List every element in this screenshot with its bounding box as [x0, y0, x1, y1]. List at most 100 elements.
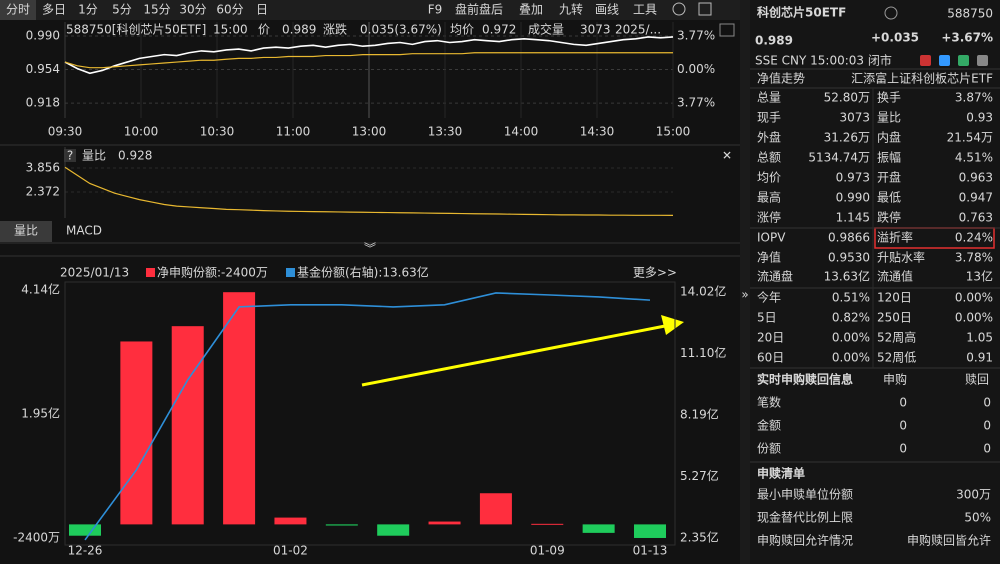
field-label: 升贴水率	[877, 250, 925, 265]
wp-icon[interactable]	[719, 23, 735, 37]
field-label: 振幅	[877, 150, 901, 165]
x-tick-label: 10:00	[124, 125, 159, 139]
legend-label: 基金份额(右轴):13.63亿	[297, 265, 429, 280]
field-label: 笔数	[757, 395, 781, 410]
nav-link[interactable]: 净值走势	[757, 71, 805, 86]
bar	[428, 521, 461, 525]
info-avg-label: 均价	[450, 23, 474, 37]
quick-icon[interactable]	[977, 55, 988, 66]
tab-active-bg	[0, 221, 52, 242]
indicator-tab[interactable]: 量比	[14, 224, 38, 238]
field-value: 0	[983, 442, 991, 456]
info-change: 0.035(3.67%)	[360, 23, 442, 37]
field-value: 0.82%	[832, 311, 870, 325]
change: +0.035	[871, 31, 919, 45]
field-value: 0.9866	[828, 231, 870, 245]
x-tick-label: 14:00	[504, 125, 539, 139]
field-value: 0.00%	[832, 331, 870, 345]
legend-label: 净申购份额:-2400万	[157, 265, 268, 280]
bar	[274, 517, 307, 525]
field-value: 13亿	[966, 269, 993, 284]
bar	[479, 493, 512, 525]
field-label: 52周高	[877, 330, 916, 345]
field-label: 申购赎回允许情况	[757, 533, 853, 548]
y2-tick-label: 3.77%	[677, 28, 715, 42]
tab-active-bg	[0, 0, 36, 20]
tab[interactable]: 多日	[42, 3, 66, 17]
help-icon[interactable]: ?	[67, 149, 73, 163]
window-icon[interactable]	[698, 2, 712, 16]
info-price-label: 价	[258, 23, 270, 37]
splitter-arrow[interactable]: »	[741, 288, 748, 302]
collapse-chevron[interactable]: ︾	[364, 242, 376, 256]
field-label: 52周低	[877, 351, 916, 365]
field-value: 0.51%	[832, 291, 870, 305]
y-tick-label: 0.990	[26, 28, 60, 42]
info-icon[interactable]	[884, 6, 898, 20]
settings-icon[interactable]	[672, 2, 686, 16]
field-label: 换手	[877, 91, 901, 105]
fund-share-line	[84, 292, 651, 541]
field-label: 20日	[757, 331, 784, 345]
x-tick-label: 10:30	[200, 125, 235, 139]
info-price: 0.989	[282, 23, 316, 37]
quick-icon[interactable]	[939, 55, 950, 66]
bar	[531, 523, 564, 525]
field-label: 250日	[877, 311, 912, 325]
bar	[171, 326, 204, 525]
field-label: 均价	[757, 171, 781, 185]
x-tick-label: 01-02	[273, 544, 308, 558]
tool-button[interactable]: 工具	[633, 3, 657, 17]
tool-button[interactable]: 盘前盘后	[455, 2, 503, 17]
field-value: 0.990	[836, 191, 870, 205]
field-value: 3.78%	[955, 251, 993, 265]
tool-button[interactable]: 画线	[595, 3, 619, 17]
field-value: 1.05	[966, 331, 993, 345]
toolbar-bg	[0, 0, 740, 20]
field-value: 0	[983, 396, 991, 410]
tool-button[interactable]: F9	[428, 3, 443, 17]
indicator-name: 量比	[82, 149, 106, 163]
tool-button[interactable]: 叠加	[519, 3, 543, 17]
field-value: 0.24%	[955, 231, 993, 245]
quick-icon[interactable]	[958, 55, 969, 66]
x-tick-label: 11:00	[276, 125, 311, 139]
field-label: 5日	[757, 311, 777, 325]
field-value: 5134.74万	[808, 151, 870, 165]
close-button[interactable]: ✕	[722, 149, 732, 163]
tab[interactable]: 60分	[216, 3, 243, 17]
field-value: 0.00%	[955, 291, 993, 305]
tab[interactable]: 1分	[78, 3, 98, 17]
y-tick-label: 4.14亿	[21, 281, 60, 296]
splitter[interactable]	[740, 0, 750, 564]
field-value: 0.00%	[955, 311, 993, 325]
field-value: 50%	[964, 511, 991, 525]
tab[interactable]: 分时	[6, 3, 30, 17]
field-label: 现金替代比例上限	[757, 510, 853, 525]
quick-icon[interactable]	[920, 55, 931, 66]
bar	[325, 524, 358, 526]
bar	[69, 524, 101, 536]
legend-swatch	[146, 268, 155, 277]
column-header: 申购	[883, 372, 907, 387]
section-title: 实时申购赎回信息	[757, 372, 853, 387]
indicator-value: 0.928	[118, 149, 152, 163]
field-value: 31.26万	[824, 131, 870, 145]
bar	[377, 524, 410, 536]
market-status: SSE CNY 15:00:03 闭市	[755, 53, 892, 68]
tab[interactable]: 日	[256, 3, 268, 17]
tool-button[interactable]: 九转	[559, 2, 583, 17]
more-link[interactable]: 更多>>	[633, 266, 677, 280]
y2-tick-label: 14.02亿	[680, 283, 726, 298]
security-code: 588750	[947, 7, 993, 21]
field-label: 净值	[757, 250, 781, 265]
field-label: 开盘	[877, 170, 901, 185]
tab[interactable]: 15分	[143, 3, 170, 17]
tab[interactable]: 30分	[179, 3, 206, 17]
tab[interactable]: 5分	[112, 3, 132, 17]
field-label: 总额	[757, 151, 781, 165]
y-tick-label: 1.95亿	[21, 405, 60, 420]
indicator-tab[interactable]: MACD	[66, 224, 102, 238]
